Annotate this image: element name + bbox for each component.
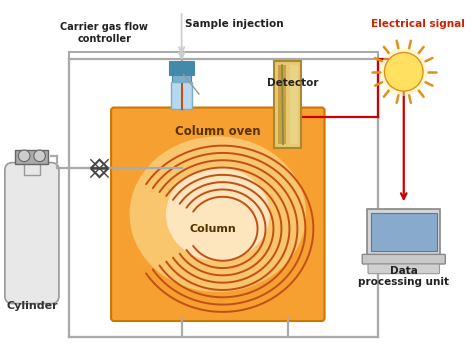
Text: Sample injection: Sample injection xyxy=(185,19,284,28)
FancyBboxPatch shape xyxy=(111,108,325,321)
Ellipse shape xyxy=(166,168,270,261)
Ellipse shape xyxy=(129,136,306,292)
Circle shape xyxy=(34,150,46,162)
Bar xyxy=(367,209,440,255)
Bar xyxy=(24,161,40,175)
Text: Data
processing unit: Data processing unit xyxy=(358,266,449,287)
Bar xyxy=(171,83,192,108)
Bar xyxy=(274,61,301,148)
Text: Column: Column xyxy=(190,224,237,234)
Bar xyxy=(290,65,298,144)
Bar xyxy=(16,150,48,164)
Bar xyxy=(169,61,194,75)
Bar xyxy=(172,75,191,83)
Text: Column oven: Column oven xyxy=(175,125,261,138)
Bar xyxy=(69,52,378,337)
Text: Cylinder: Cylinder xyxy=(6,300,58,311)
Text: Carrier gas flow
controller: Carrier gas flow controller xyxy=(60,22,148,45)
Bar xyxy=(278,65,286,144)
FancyBboxPatch shape xyxy=(368,264,439,274)
Text: Detector: Detector xyxy=(267,78,319,88)
FancyBboxPatch shape xyxy=(5,163,59,304)
Circle shape xyxy=(380,48,428,96)
FancyBboxPatch shape xyxy=(362,255,445,264)
Circle shape xyxy=(18,150,30,162)
Text: Electrical signal: Electrical signal xyxy=(371,19,465,28)
Bar xyxy=(371,213,437,251)
Circle shape xyxy=(384,52,423,91)
